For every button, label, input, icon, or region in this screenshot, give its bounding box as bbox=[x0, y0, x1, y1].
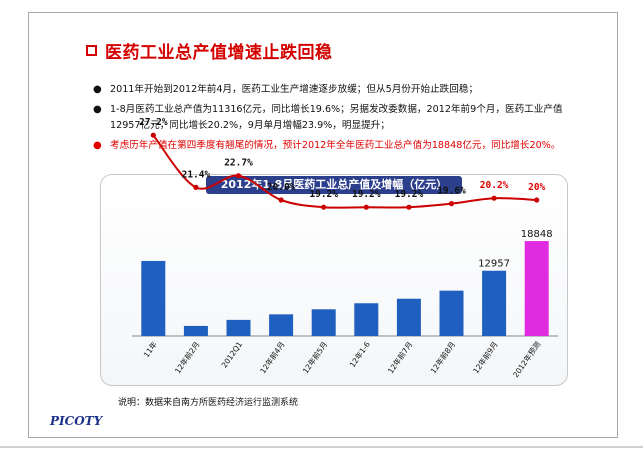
growth-value-label: 27.2% bbox=[139, 117, 168, 128]
growth-value-label: 19.2% bbox=[395, 189, 424, 200]
growth-point bbox=[491, 195, 497, 201]
growth-value-label: 21.4% bbox=[182, 169, 211, 180]
x-tick-label: 12年前9月 bbox=[470, 339, 499, 375]
x-tick-label: 12年前2月 bbox=[172, 339, 201, 375]
bar bbox=[396, 298, 421, 336]
x-tick-label: 2012年预测 bbox=[510, 339, 542, 379]
growth-point bbox=[278, 197, 284, 203]
bullet-item: ● 1-8月医药工业总产值为11316亿元，同比增长19.6%；另据发改委数据，… bbox=[92, 102, 592, 134]
square-bullet-icon bbox=[86, 45, 97, 56]
growth-value-label: 20.2% bbox=[480, 180, 509, 191]
bullet-text: 考虑历年产值在第四季度有翘尾的情况，预计2012年全年医药工业总产值为18848… bbox=[110, 140, 561, 151]
source-note: 说明：数据来自南方所医药经济运行监测系统 bbox=[118, 398, 299, 408]
bar bbox=[354, 303, 379, 336]
bar-value-label: 12957 bbox=[478, 259, 510, 270]
x-tick-label: 2012Q1 bbox=[220, 340, 245, 370]
bar bbox=[439, 290, 464, 336]
growth-value-label: 19.2% bbox=[352, 189, 381, 200]
bar bbox=[524, 241, 549, 336]
bullet-dot-icon: ● bbox=[93, 140, 102, 151]
bullet-item: ● 2011年开始到2012年前4月，医药工业生产增速逐步放缓；但从5月份开始止… bbox=[92, 82, 592, 98]
bar bbox=[269, 314, 294, 336]
growth-point bbox=[150, 132, 156, 138]
bar bbox=[311, 309, 336, 336]
growth-series-line bbox=[152, 134, 537, 209]
slide-title: 医药工业总产值增速止跌回稳 bbox=[86, 38, 333, 63]
x-tick-label: 11年 bbox=[141, 339, 159, 359]
bottom-rule bbox=[0, 446, 643, 448]
growth-point bbox=[363, 204, 369, 210]
bar-value-label: 18848 bbox=[521, 229, 553, 240]
company-logo: PICOTY bbox=[50, 414, 103, 428]
x-tick-label: 12年前5月 bbox=[300, 339, 329, 375]
bar bbox=[183, 325, 208, 336]
growth-point bbox=[406, 204, 412, 210]
bullet-dot-icon: ● bbox=[93, 84, 102, 95]
growth-value-label: 19.6% bbox=[437, 186, 466, 197]
growth-point bbox=[448, 201, 455, 207]
bar bbox=[226, 319, 251, 336]
growth-value-label: 20% bbox=[528, 182, 545, 193]
bar bbox=[141, 260, 166, 336]
growth-point bbox=[235, 173, 242, 179]
bullet-list: ● 2011年开始到2012年前4月，医药工业生产增速逐步放缓；但从5月份开始止… bbox=[92, 82, 592, 158]
x-tick-label: 12年前4月 bbox=[257, 339, 286, 375]
growth-value-label: 20.0% bbox=[267, 182, 296, 193]
bullet-text: 1-8月医药工业总产值为11316亿元，同比增长19.6%；另据发改委数据，20… bbox=[110, 104, 563, 131]
slide-title-text: 医药工业总产值增速止跌回稳 bbox=[105, 43, 333, 63]
x-tick-label: 12年前7月 bbox=[385, 339, 414, 375]
growth-point bbox=[321, 204, 327, 210]
chart-title: 2012年1-8月医药工业总产值及增幅（亿元） bbox=[206, 176, 462, 194]
growth-point bbox=[534, 197, 540, 203]
x-tick-label: 12年前8月 bbox=[428, 339, 457, 375]
growth-value-label: 19.2% bbox=[309, 189, 338, 200]
bullet-item-highlight: ● 考虑历年产值在第四季度有翘尾的情况，预计2012年全年医药工业总产值为188… bbox=[92, 138, 592, 154]
bar bbox=[482, 270, 507, 336]
growth-value-label: 22.7% bbox=[224, 158, 253, 169]
x-tick-label: 12年1-6 bbox=[347, 339, 372, 369]
bullet-dot-icon: ● bbox=[93, 104, 102, 115]
bullet-text: 2011年开始到2012年前4月，医药工业生产增速逐步放缓；但从5月份开始止跌回… bbox=[110, 84, 479, 95]
growth-point bbox=[193, 184, 199, 190]
